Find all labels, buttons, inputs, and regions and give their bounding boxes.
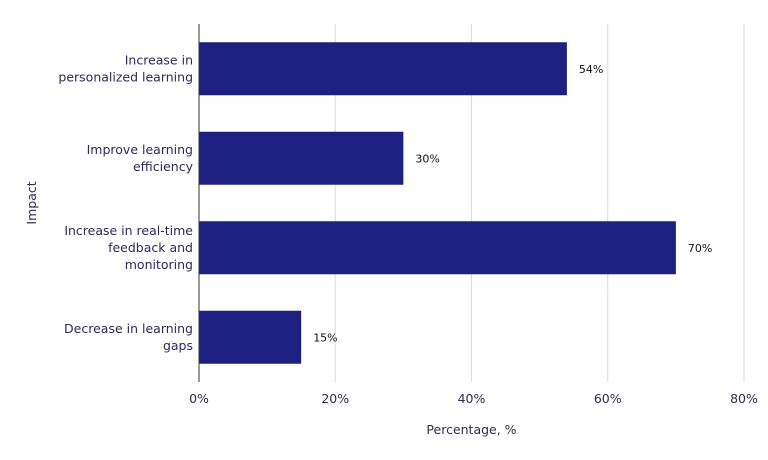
x-tick-labels: 0% 20% 40% 60% 80% — [189, 391, 758, 406]
bar-value-label: 54% — [579, 63, 603, 76]
category-labels: Increase in personalized learning Improve … — [58, 52, 193, 353]
bar — [199, 131, 404, 185]
value-labels: 54% 30% 70% 15% — [313, 63, 712, 345]
bar-value-label: 15% — [313, 331, 337, 344]
bar — [199, 221, 676, 275]
bar-value-label: 30% — [415, 152, 439, 165]
x-tick-label: 60% — [594, 391, 622, 406]
x-axis-title: Percentage, % — [426, 422, 516, 437]
bar — [199, 310, 302, 364]
category-label: Increase in personalized learning — [58, 52, 193, 84]
category-label: Decrease in learning gaps — [64, 321, 193, 353]
x-tick-label: 0% — [189, 391, 209, 406]
x-tick-label: 20% — [321, 391, 349, 406]
bars — [199, 42, 676, 364]
x-tick-label: 80% — [730, 391, 758, 406]
bar-value-label: 70% — [688, 242, 712, 255]
category-label: Increase in real-time feedback and monitor… — [64, 223, 193, 272]
category-label: Improve learning efficiency — [87, 142, 194, 174]
x-tick-label: 40% — [458, 391, 486, 406]
y-axis-title: Impact — [24, 181, 39, 224]
bar — [199, 42, 567, 96]
